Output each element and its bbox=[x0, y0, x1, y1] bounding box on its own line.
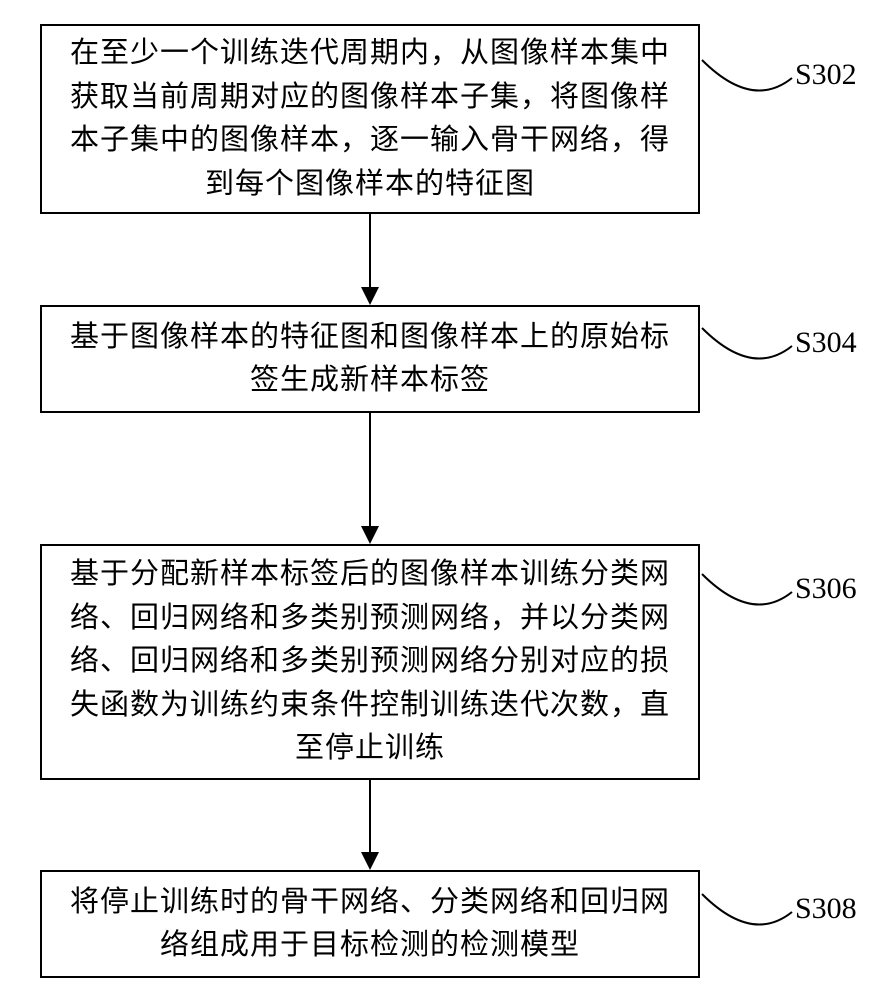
step-text-s302: 在至少一个训练迭代周期内，从图像样本集中获取当前周期对应的图像样本子集，将图像样… bbox=[62, 32, 678, 206]
step-label-s308: S308 bbox=[795, 892, 857, 926]
step-text-s304: 基于图像样本的特征图和图像样本上的原始标签生成新样本标签 bbox=[62, 316, 678, 403]
step-box-s308: 将停止训练时的骨干网络、分类网络和回归网络组成用于目标检测的检测模型 bbox=[40, 870, 700, 978]
connector-3 bbox=[355, 780, 385, 870]
label-curve-s302 bbox=[700, 50, 795, 120]
flowchart-container: 在至少一个训练迭代周期内，从图像样本集中获取当前周期对应的图像样本子集，将图像样… bbox=[0, 0, 893, 1000]
connector-1 bbox=[355, 214, 385, 305]
label-curve-s308 bbox=[700, 884, 795, 954]
step-label-s306: S306 bbox=[795, 572, 857, 606]
connector-2 bbox=[355, 413, 385, 544]
step-text-s308: 将停止训练时的骨干网络、分类网络和回归网络组成用于目标检测的检测模型 bbox=[62, 881, 678, 968]
step-text-s306: 基于分配新样本标签后的图像样本训练分类网络、回归网络和多类别预测网络，并以分类网… bbox=[62, 553, 678, 771]
label-curve-s304 bbox=[700, 318, 795, 388]
step-box-s304: 基于图像样本的特征图和图像样本上的原始标签生成新样本标签 bbox=[40, 305, 700, 413]
step-label-s304: S304 bbox=[795, 326, 857, 360]
step-box-s302: 在至少一个训练迭代周期内，从图像样本集中获取当前周期对应的图像样本子集，将图像样… bbox=[40, 24, 700, 214]
step-label-s302: S302 bbox=[795, 58, 857, 92]
label-curve-s306 bbox=[700, 564, 795, 634]
step-box-s306: 基于分配新样本标签后的图像样本训练分类网络、回归网络和多类别预测网络，并以分类网… bbox=[40, 544, 700, 780]
